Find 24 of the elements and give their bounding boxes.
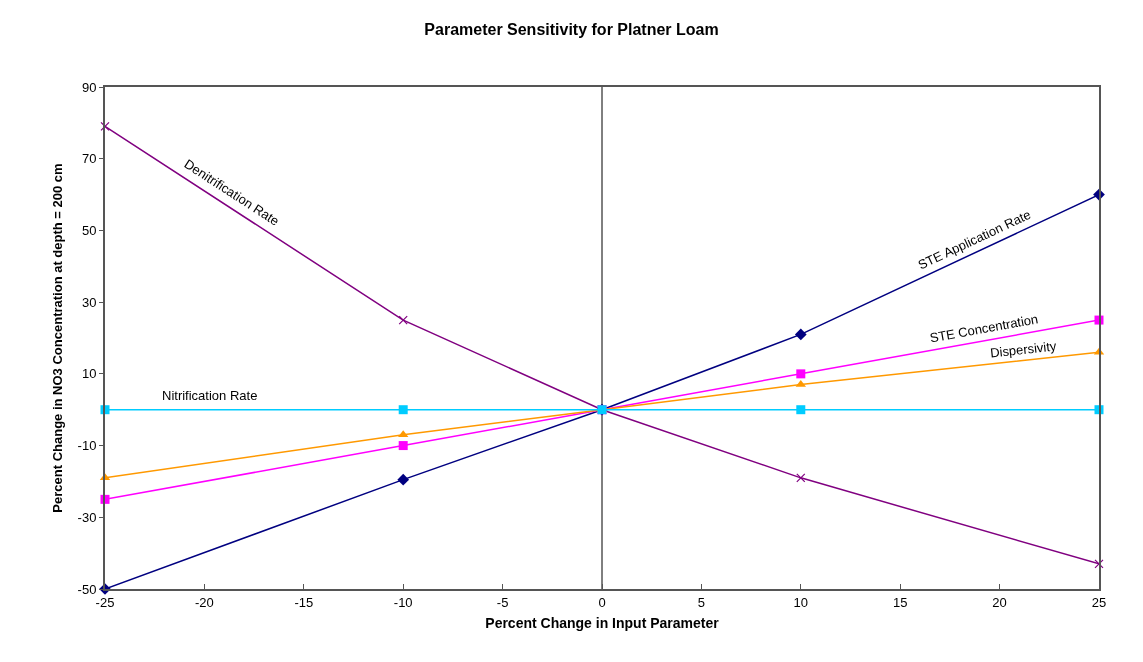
y-tick-label: 70 (81, 151, 97, 167)
x-tick-label: -20 (195, 594, 214, 610)
x-tick-label: 10 (793, 594, 809, 610)
x-tick-label: 20 (992, 594, 1007, 610)
y-tick-label: -10 (77, 438, 97, 454)
y-axis-title: Percent Change in NO3 Concentration at depth = 200 cm (50, 163, 66, 513)
x-tick-label: -5 (496, 594, 509, 610)
y-tick-label: -50 (77, 581, 97, 597)
x-tick-label: 25 (1091, 594, 1107, 610)
text: Dispersivity (989, 338, 1058, 361)
x-tick-label: -10 (393, 594, 413, 610)
series-label: Nitrification Rate (162, 388, 258, 403)
x-tick-label: 5 (697, 594, 706, 610)
x-tick-label: 15 (892, 594, 908, 610)
chart-title: Parameter Sensitivity for Platner Loam (424, 21, 719, 39)
x-tick-label: 0 (598, 594, 606, 610)
y-tick-label: -30 (77, 509, 97, 525)
y-tick-label: 30 (81, 294, 97, 310)
y-tick-label: 50 (81, 222, 97, 238)
x-axis-title: Percent Change in Input Parameter (485, 615, 720, 632)
x-tick-label: -25 (95, 594, 115, 610)
x-tick-label: -15 (294, 594, 314, 610)
y-tick-label: 90 (81, 79, 97, 95)
y-tick-label: 10 (81, 366, 97, 382)
